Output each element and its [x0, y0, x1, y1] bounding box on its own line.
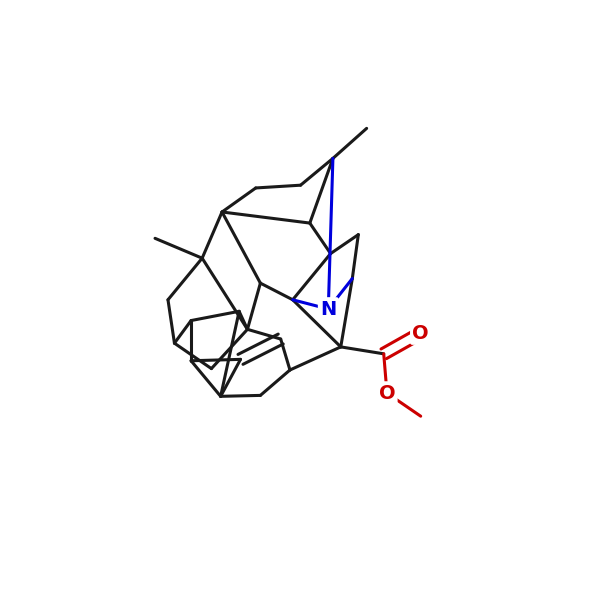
Text: O: O [412, 323, 429, 343]
Text: N: N [320, 299, 337, 319]
Text: O: O [379, 383, 395, 403]
